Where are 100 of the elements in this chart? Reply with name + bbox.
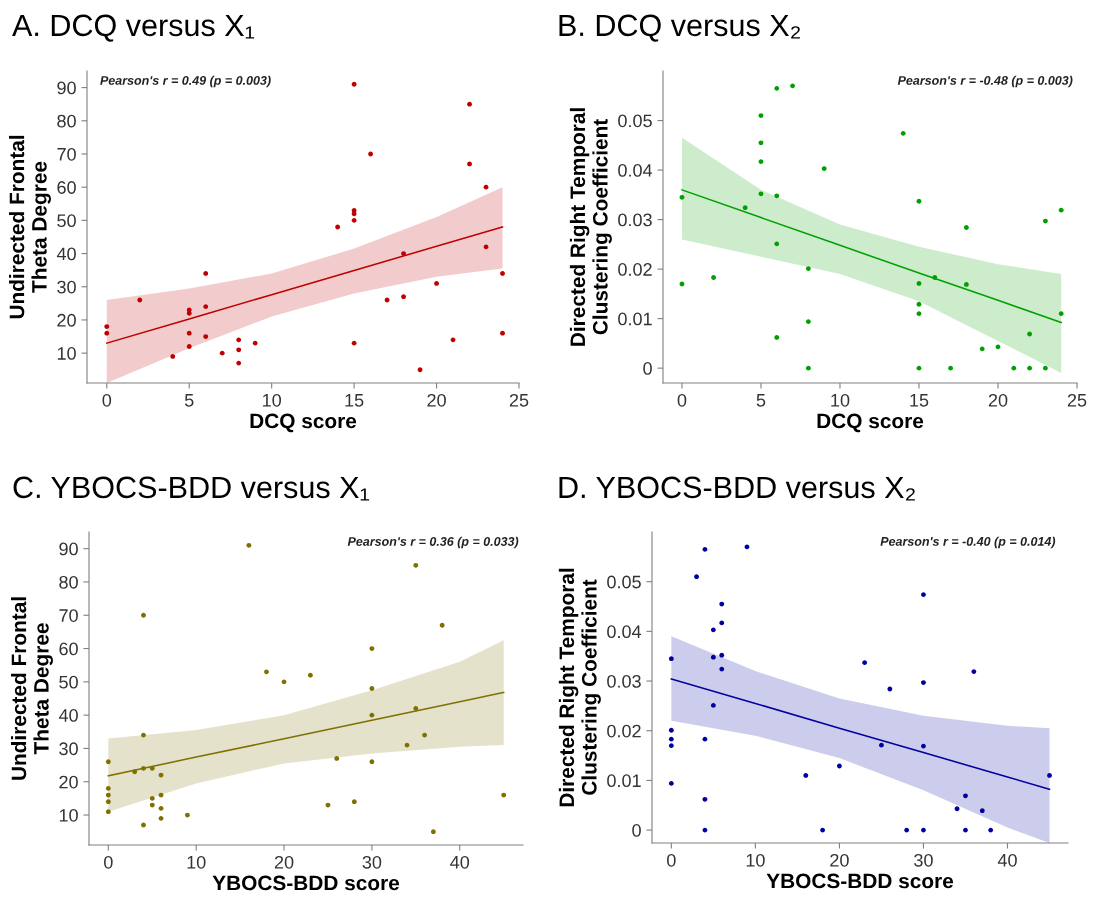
y-tick-label: 70: [59, 609, 78, 622]
point: [351, 211, 357, 217]
x-axis-title: DCQ score: [817, 413, 924, 433]
chart-title: A. DCQ versus X₁: [12, 14, 255, 42]
chart-title: B. DCQ versus X₂: [559, 14, 800, 42]
point: [904, 827, 910, 833]
x-tick-label: 0: [677, 393, 687, 407]
y-tick-label: 90: [59, 542, 78, 556]
y-tick-label: 60: [59, 642, 78, 656]
point: [149, 802, 155, 808]
point: [105, 759, 111, 765]
x-axis-title: YBOCS-BDD score: [212, 875, 400, 891]
point: [236, 337, 242, 343]
point: [401, 251, 406, 256]
point: [710, 702, 716, 708]
point: [413, 562, 419, 568]
point: [141, 612, 146, 618]
point: [790, 83, 795, 89]
point: [1027, 365, 1032, 371]
point: [702, 546, 708, 552]
y-tick-label: 10: [59, 808, 78, 822]
point: [236, 360, 242, 366]
y-tick-label: 20: [57, 313, 76, 327]
point: [252, 340, 258, 346]
point: [264, 669, 269, 675]
point: [369, 686, 375, 691]
point: [900, 130, 906, 136]
chart-title: C. YBOCS-BDD versus X₁: [13, 476, 370, 501]
point: [105, 799, 111, 805]
point: [1011, 365, 1017, 371]
point: [879, 742, 884, 748]
x-tick-label: 30: [914, 853, 933, 867]
point: [351, 81, 357, 87]
y-tick-label: 60: [57, 181, 76, 194]
x-tick-label: 0: [667, 853, 676, 867]
y-tick-label: 0.01: [618, 312, 652, 326]
x-axis-title: DCQ score: [250, 413, 357, 433]
point: [439, 622, 445, 628]
point: [334, 756, 340, 761]
point: [401, 294, 406, 300]
point: [500, 271, 505, 276]
point: [921, 680, 926, 685]
point: [711, 275, 716, 280]
point: [307, 672, 313, 678]
annotation: Pearson's r = 0.36 (p = 0.033): [347, 536, 519, 549]
point: [246, 542, 252, 548]
point: [954, 806, 960, 812]
point: [805, 319, 811, 324]
point: [719, 666, 725, 672]
point: [979, 346, 985, 352]
x-tick-label: 10: [746, 853, 765, 867]
y-axis-title: Directed Right Temporal Clustering Coefficient: [569, 108, 612, 346]
y-tick-label: 0: [643, 362, 652, 375]
y-tick-label: 90: [57, 81, 76, 95]
point: [932, 275, 938, 280]
point: [710, 654, 716, 660]
line-series: [107, 691, 505, 777]
point: [500, 330, 505, 336]
x-tick-label: 0: [104, 855, 113, 869]
point: [710, 627, 716, 633]
point: [141, 732, 146, 738]
point: [948, 365, 953, 371]
annotation: Pearson's r = -0.48 (p = 0.003): [897, 75, 1073, 88]
y-tick-label: 0.05: [607, 575, 641, 589]
point: [668, 656, 674, 662]
point: [668, 727, 674, 733]
point: [971, 669, 977, 675]
y-tick-label: 30: [59, 742, 78, 756]
point: [774, 335, 780, 340]
x-tick-label: 10: [263, 393, 282, 407]
point: [742, 205, 748, 211]
point: [821, 166, 827, 171]
point: [774, 193, 780, 199]
point: [141, 766, 146, 771]
point: [679, 194, 685, 200]
point: [803, 773, 809, 778]
point: [422, 732, 428, 738]
point: [921, 743, 926, 749]
y-axis-title: Undirected Frontal Theta Degree: [10, 597, 53, 780]
x-tick-label: 15: [345, 394, 364, 407]
point: [203, 271, 209, 276]
y-tick-label: 50: [57, 214, 76, 228]
y-tick-label: 30: [57, 280, 76, 294]
point: [668, 743, 674, 749]
x-tick-label: 10: [831, 393, 850, 407]
point: [702, 796, 708, 802]
point: [694, 574, 699, 580]
point: [1047, 773, 1052, 778]
point: [719, 601, 725, 607]
point: [916, 311, 922, 317]
x-tick-label: 20: [830, 853, 849, 867]
y-axis-title: Undirected Frontal Theta Degree: [8, 135, 51, 319]
point: [104, 324, 110, 329]
line-series: [670, 678, 1051, 791]
point: [774, 241, 780, 247]
y-tick-label: 0.02: [618, 263, 652, 276]
point: [105, 809, 111, 815]
point: [413, 706, 419, 711]
point: [369, 646, 375, 651]
point: [805, 365, 811, 371]
